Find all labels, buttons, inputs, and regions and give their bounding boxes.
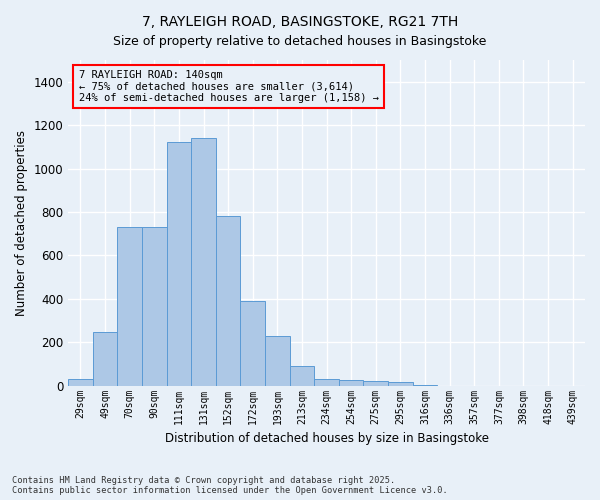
Bar bbox=[191, 138, 216, 386]
X-axis label: Distribution of detached houses by size in Basingstoke: Distribution of detached houses by size … bbox=[164, 432, 488, 445]
Bar bbox=[364, 382, 388, 386]
Bar bbox=[167, 142, 191, 386]
Bar bbox=[241, 301, 265, 386]
Bar bbox=[388, 382, 413, 386]
Text: 7 RAYLEIGH ROAD: 140sqm
← 75% of detached houses are smaller (3,614)
24% of semi: 7 RAYLEIGH ROAD: 140sqm ← 75% of detache… bbox=[79, 70, 379, 103]
Bar bbox=[265, 336, 290, 386]
Bar bbox=[290, 366, 314, 386]
Bar bbox=[314, 379, 339, 386]
Y-axis label: Number of detached properties: Number of detached properties bbox=[15, 130, 28, 316]
Bar bbox=[339, 380, 364, 386]
Bar bbox=[118, 227, 142, 386]
Text: 7, RAYLEIGH ROAD, BASINGSTOKE, RG21 7TH: 7, RAYLEIGH ROAD, BASINGSTOKE, RG21 7TH bbox=[142, 15, 458, 29]
Bar bbox=[142, 227, 167, 386]
Text: Size of property relative to detached houses in Basingstoke: Size of property relative to detached ho… bbox=[113, 35, 487, 48]
Bar bbox=[216, 216, 241, 386]
Bar bbox=[68, 379, 93, 386]
Bar bbox=[93, 332, 118, 386]
Text: Contains HM Land Registry data © Crown copyright and database right 2025.
Contai: Contains HM Land Registry data © Crown c… bbox=[12, 476, 448, 495]
Bar bbox=[413, 384, 437, 386]
